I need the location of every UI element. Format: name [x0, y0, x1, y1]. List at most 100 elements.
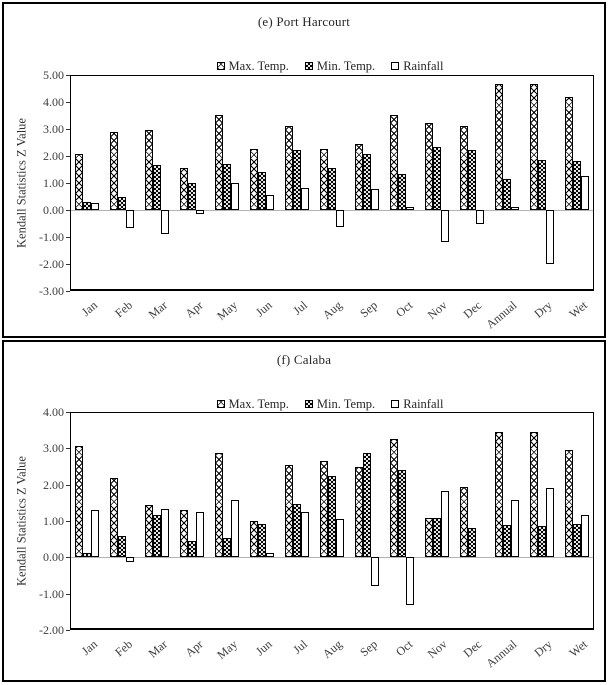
bar-white [126, 210, 135, 228]
bar-dark-dotted [153, 514, 162, 558]
bar-dark-dotted [118, 196, 127, 210]
bar-white [91, 510, 100, 558]
bar-white [440, 491, 449, 558]
bar-crosshatch [75, 446, 84, 558]
bar-dark-dotted [362, 153, 371, 210]
y-tick-label: 4.00 [43, 95, 64, 109]
crosshatch-swatch-icon [216, 400, 225, 408]
x-category-label: Jan [79, 298, 101, 320]
bar-crosshatch [110, 132, 119, 210]
bar-white [161, 210, 170, 235]
y-tick-label: 4.00 [43, 405, 64, 419]
chart-title: (f) Calaba [276, 352, 332, 367]
bar-dark-dotted [188, 541, 197, 558]
bar-crosshatch [564, 96, 573, 210]
legend-item-min-temp: Min. Temp. [304, 396, 376, 412]
bar-white [91, 202, 100, 210]
bar-white [301, 188, 310, 210]
bar-white [196, 210, 205, 215]
bar-dark-dotted [293, 503, 302, 558]
legend-label: Max. Temp. [228, 396, 289, 411]
y-tick-mark [66, 210, 70, 211]
bar-dark-dotted [572, 161, 581, 210]
x-category-label: Nov [424, 637, 450, 662]
bar-dark-dotted [328, 168, 336, 210]
bar-dark-dotted [432, 518, 441, 558]
y-tick-label: 1.00 [43, 176, 64, 190]
x-category-label: Sep [357, 637, 380, 660]
legend-label: Rainfall [403, 396, 444, 411]
y-tick-mark [66, 75, 70, 76]
dotted-swatch-icon [304, 400, 313, 408]
x-category-label: Mar [146, 637, 171, 661]
y-tick-mark [66, 291, 70, 292]
bar-white [475, 210, 484, 225]
y-tick-label: -3.00 [39, 284, 64, 298]
zero-gridline [71, 210, 593, 211]
x-category-label: Jun [253, 637, 276, 659]
bar-dark-dotted [467, 527, 476, 558]
x-category-label: Aug [320, 298, 345, 323]
bar-dark-dotted [502, 525, 511, 558]
bar-dark-dotted [223, 163, 232, 210]
bar-white [545, 488, 554, 558]
bar-dark-dotted [362, 452, 371, 558]
y-tick-mark [66, 412, 70, 413]
legend-label: Min. Temp. [316, 58, 376, 73]
x-category-label: Wet [565, 298, 590, 321]
bar-crosshatch [424, 123, 433, 210]
bar-white [580, 514, 589, 558]
y-tick-mark [66, 448, 70, 450]
y-tick-label: 5.00 [43, 68, 64, 82]
x-category-label: Sep [357, 298, 380, 321]
bar-dark-dotted [258, 523, 267, 558]
y-tick-mark [66, 129, 70, 130]
x-category-label: Dry [531, 298, 555, 321]
bar-white [301, 512, 310, 558]
y-tick-label: 2.00 [43, 149, 64, 163]
plot-area [70, 412, 594, 630]
bar-dark-dotted [572, 523, 581, 558]
plot-area [70, 75, 594, 291]
y-tick-label: -1.00 [39, 230, 64, 244]
bar-crosshatch [215, 453, 224, 558]
zero-gridline [71, 557, 593, 559]
legend-item-rainfall: Rainfall [391, 59, 443, 74]
legend: Max. Temp. Min. Temp. Rainfall [68, 396, 592, 412]
bar-white [336, 210, 344, 227]
bar-crosshatch [459, 487, 468, 558]
y-tick-label: -2.00 [39, 623, 64, 637]
bar-crosshatch [110, 478, 119, 558]
x-category-label: Mar [146, 298, 171, 322]
x-category-label: Nov [424, 298, 450, 323]
bar-crosshatch [215, 114, 224, 210]
bar-dark-dotted [83, 552, 92, 558]
x-category-label: Oct [392, 298, 415, 320]
x-category-label: Dec [460, 298, 485, 322]
bar-white [405, 207, 414, 210]
bar-white [405, 557, 414, 605]
bar-dark-dotted [467, 150, 476, 210]
legend-item-max-temp: Max. Temp. [216, 396, 289, 412]
x-category-label: Dec [460, 637, 485, 661]
bar-dark-dotted [188, 182, 197, 210]
legend-label: Rainfall [403, 58, 444, 73]
bar-dark-dotted [223, 538, 232, 558]
legend-label: Min. Temp. [316, 396, 376, 411]
bar-white [266, 552, 275, 558]
y-tick-mark [66, 593, 70, 595]
y-tick-mark [66, 521, 70, 522]
x-category-label: Apr [181, 637, 206, 660]
bar-dark-dotted [502, 179, 511, 210]
chart-title: (e) Port Harcourt [257, 14, 351, 29]
bar-crosshatch [75, 154, 84, 210]
y-tick-mark [66, 630, 70, 631]
legend-item-min-temp: Min. Temp. [304, 58, 376, 74]
bar-dark-dotted [83, 201, 92, 210]
bar-white [440, 210, 449, 242]
bar-crosshatch [320, 460, 328, 558]
bar-crosshatch [354, 467, 363, 558]
bar-crosshatch [459, 126, 468, 210]
x-category-label: Jul [290, 298, 311, 318]
